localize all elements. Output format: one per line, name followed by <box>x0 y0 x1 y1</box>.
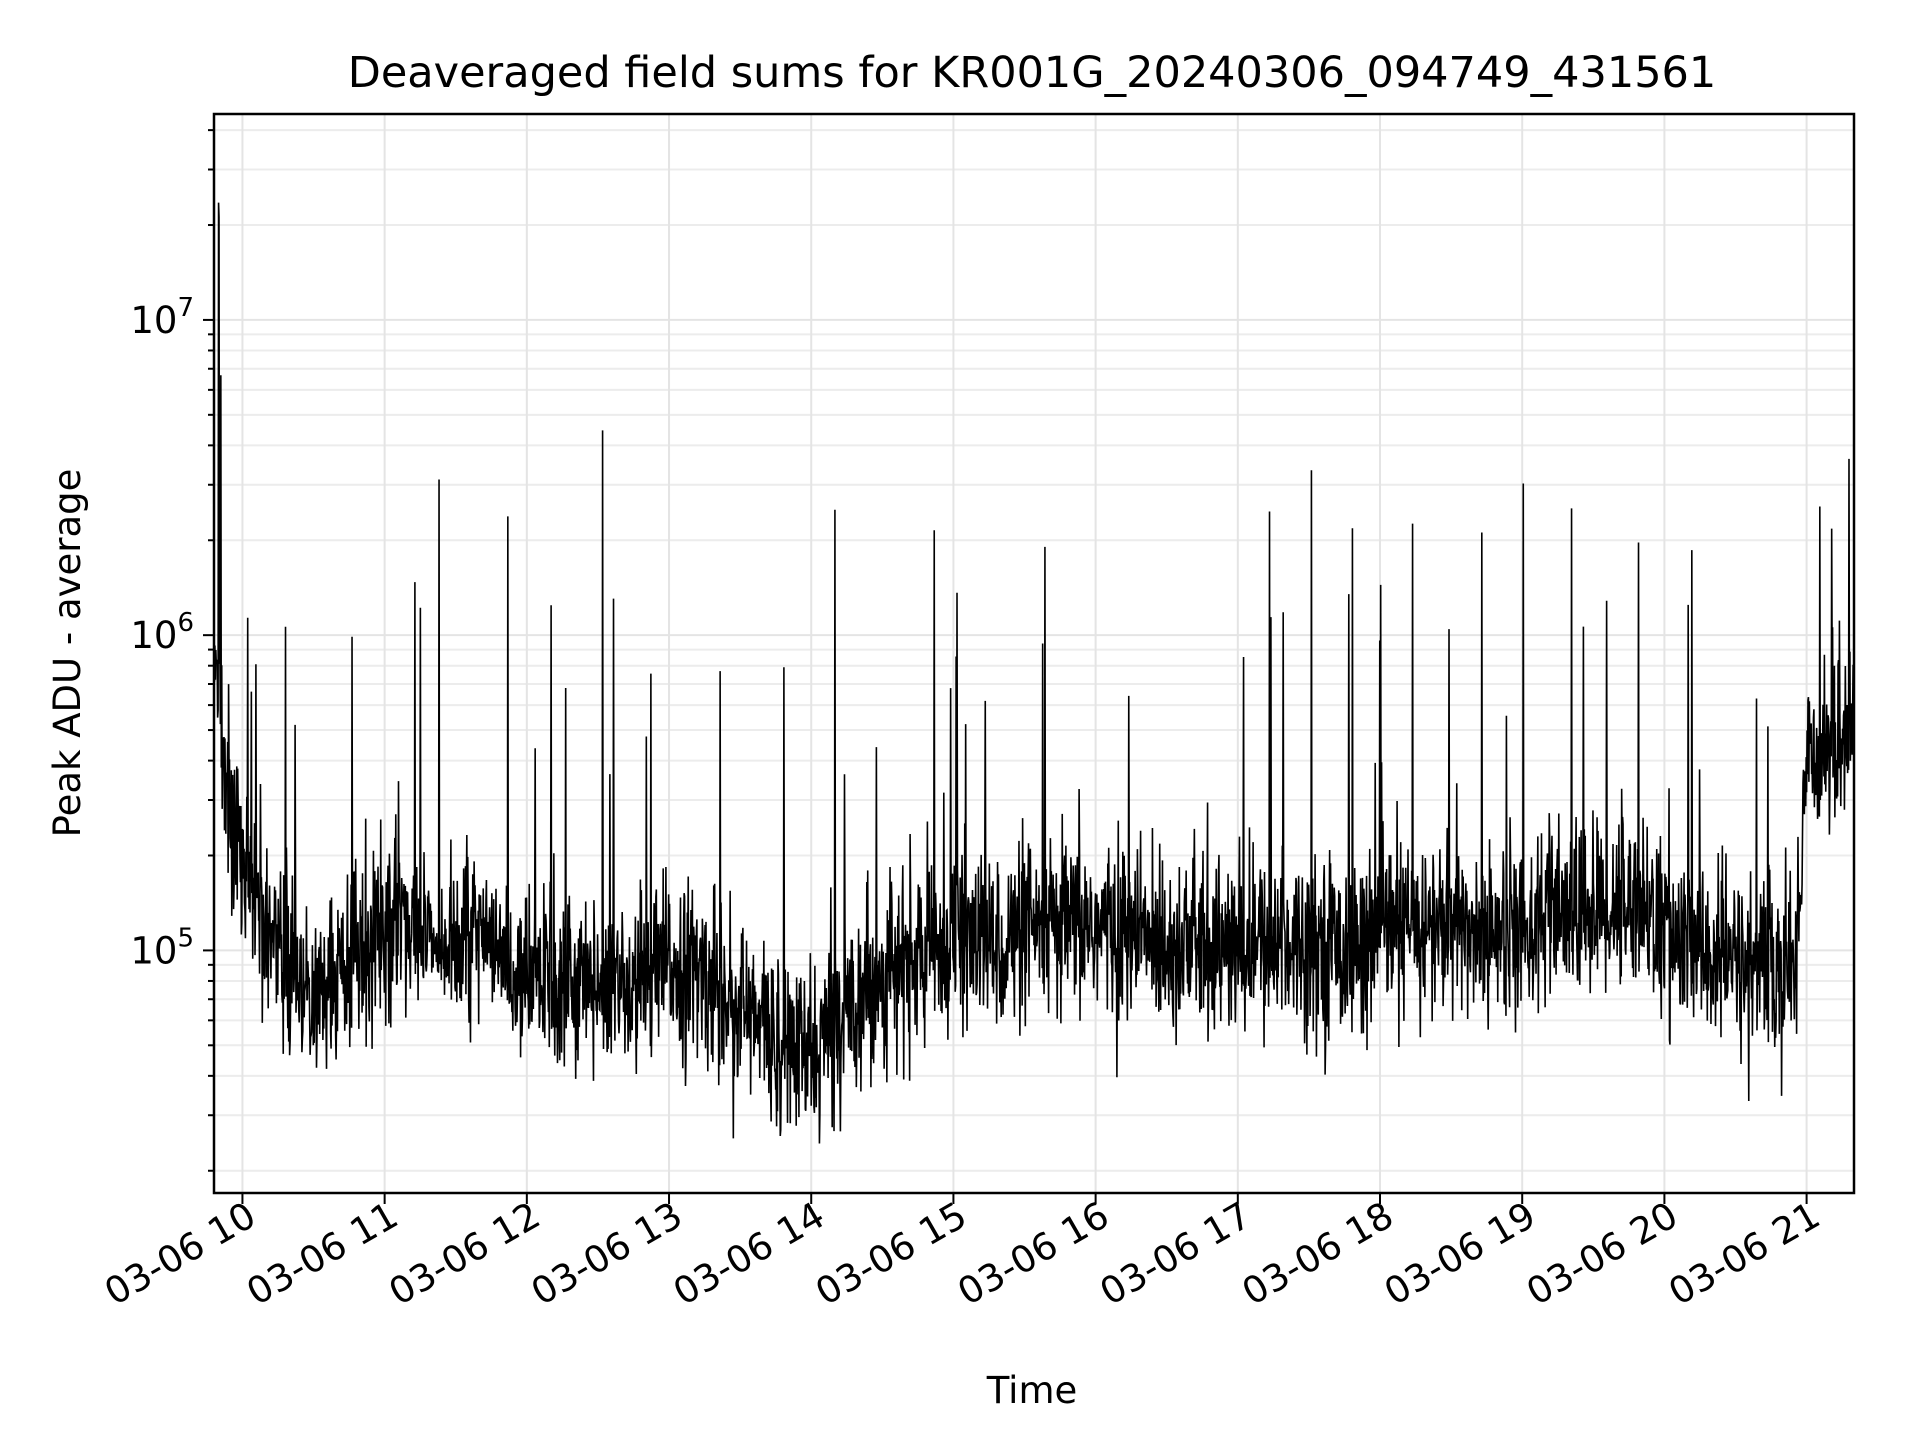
y-tick-label: 106 <box>130 608 194 657</box>
y-tick-label: 105 <box>130 923 194 972</box>
y-tick-label: 107 <box>130 293 194 342</box>
y-axis-label: Peak ADU - average <box>46 469 89 838</box>
y-tick-base: 10 <box>130 614 177 657</box>
y-tick-exponent: 7 <box>177 293 194 323</box>
series-line <box>213 202 1855 1144</box>
y-tick-exponent: 6 <box>177 608 194 638</box>
plot-frame <box>212 112 1856 1195</box>
y-tick-base: 10 <box>130 299 177 342</box>
chart-title: Deaveraged field sums for KR001G_2024030… <box>348 48 1717 98</box>
x-axis-label: Time <box>986 1369 1078 1412</box>
y-tick-exponent: 5 <box>177 923 194 953</box>
y-tick-base: 10 <box>130 929 177 972</box>
